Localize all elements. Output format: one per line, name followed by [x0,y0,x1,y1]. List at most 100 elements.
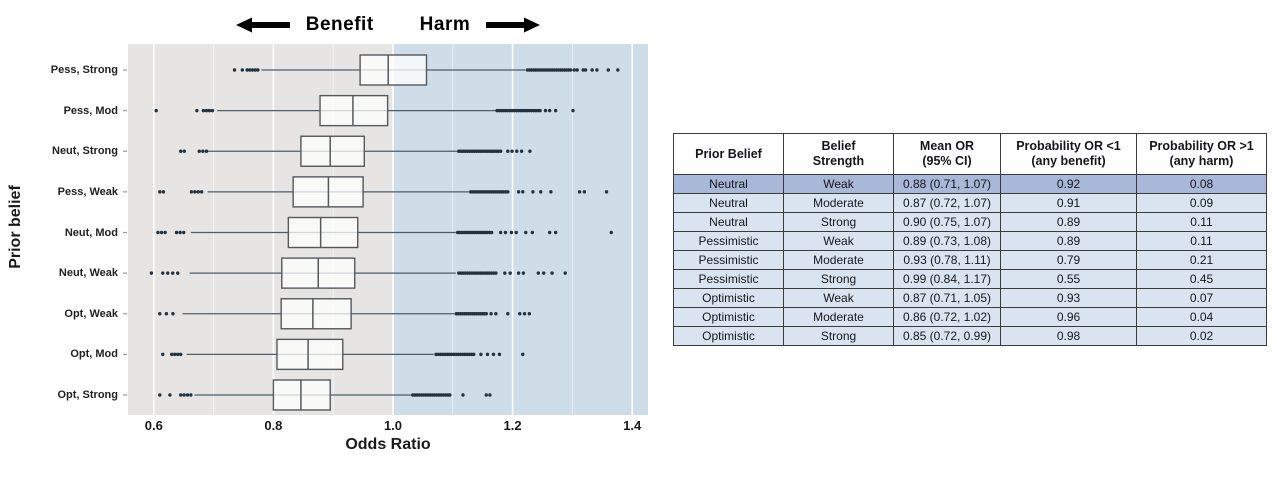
table-cell: 0.79 [1000,250,1137,270]
outlier-dot [178,230,182,235]
table-cell: Weak [783,174,894,194]
table-cell: 0.96 [1000,307,1137,327]
table-cell: Optimistic [673,307,784,327]
outlier-dot [506,312,510,316]
outlier-dot [248,68,252,72]
box [300,135,365,167]
outlier-dot [494,271,498,275]
outlier-dot [606,68,610,72]
outlier-dot [196,190,200,194]
outlier-dot [163,230,167,235]
outlier-dot [538,108,542,113]
header-line2: (any benefit) [1031,154,1106,168]
outlier-dot [240,68,245,72]
outlier-dot [616,68,620,72]
outlier-dot [503,230,508,235]
outlier-dot [479,352,483,357]
table-cell: 0.89 [1000,231,1137,251]
outlier-dot [515,149,519,153]
outlier-dot [182,393,186,397]
table-cell: Strong [783,326,894,346]
table-cell: Neutral [673,193,784,213]
outlier-dot [159,230,164,235]
outlier-dot [158,393,162,397]
table-row: Pessimistic Strong 0.99 (0.84, 1.17) 0.55 0.… [673,269,1267,289]
outlier-dot [158,190,162,194]
x-tick-label: 1.4 [623,418,642,433]
outlier-dot [572,68,576,72]
header-line2: Strength [812,154,865,168]
outlier-dot [488,393,492,397]
outlier-dot [506,149,510,153]
outlier-dot [170,352,174,357]
outlier-dot [250,68,255,72]
x-tick-label: 0.8 [264,418,283,433]
table-column-header: Mean OR (95% CI) [893,133,1001,175]
outlier-dot [553,108,558,113]
table-cell: Neutral [673,212,784,232]
outlier-dot [527,312,532,316]
table-cell: 0.85 (0.72, 0.99) [893,326,1001,346]
outlier-dot [516,190,521,194]
outlier-dot [182,230,186,235]
table-column-header: Probability OR >1 (any harm) [1136,133,1267,175]
outlier-dot [189,393,193,397]
table-body: Neutral Weak 0.88 (0.71, 1.07) 0.92 0.08 Neut… [673,174,1267,346]
outlier-dot [149,271,154,275]
outlier-dot [550,271,554,275]
table-cell: 0.07 [1136,288,1267,308]
outlier-dot [197,149,201,153]
arrow-left-icon [235,17,290,33]
header-line1: Prior Belief [695,146,762,161]
table-column-header: Belief Strength [783,133,894,175]
outlier-dot [161,190,166,194]
outlier-dot [549,190,553,194]
outlier-dot [489,312,493,316]
table-cell: 0.92 [1000,174,1137,194]
header-line2: (95% CI) [922,154,972,168]
chart-title: Benefit Harm [128,10,648,40]
outlier-dot [161,271,165,275]
outlier-dot [201,108,206,113]
outlier-dot [547,230,552,235]
posterior-probability-table: Prior Belief Belief Strength Mean OR (95% CI… [673,133,1267,346]
outlier-dot [199,190,204,194]
y-category-label: Pess, Strong [50,64,118,76]
harm-region [393,44,648,415]
table-cell: Weak [783,288,894,308]
boxplot-svg [123,44,648,415]
table-cell: 0.86 (0.72, 1.02) [893,307,1001,327]
outlier-dot [174,230,179,235]
outlier-dot [176,352,180,357]
outlier-dot [166,271,170,275]
box [287,216,359,249]
outlier-dot [514,230,518,235]
table-cell: 0.45 [1136,269,1267,289]
header-line1: Belief [821,139,856,153]
outlier-dot [489,230,494,235]
outlier-dot [253,68,257,72]
outlier-dot [484,393,488,397]
table-cell: Pessimistic [673,231,784,251]
outlier-dot [503,271,507,275]
table-cell: 0.88 (0.71, 1.07) [893,174,1001,194]
box [280,298,352,330]
outlier-dot [168,393,172,397]
outlier-dot [543,108,548,113]
table-row: Optimistic Weak 0.87 (0.71, 1.05) 0.93 0.07 [673,288,1267,308]
outlier-dot [581,68,585,72]
table-cell: 0.11 [1136,212,1267,232]
outlier-dot [179,393,183,397]
table-cell: 0.91 [1000,193,1137,213]
table-cell: Weak [783,231,894,251]
outlier-dot [508,271,512,275]
table-column-header: Prior Belief [673,133,784,175]
outlier-dot [528,149,532,153]
outlier-dot [176,271,180,275]
table-cell: 0.02 [1136,326,1267,346]
y-category-label: Neut, Mod [64,226,118,239]
outlier-dot [571,108,575,113]
outlier-dot [461,393,465,397]
table-cell: 0.21 [1136,250,1267,270]
outlier-dot [245,68,249,72]
